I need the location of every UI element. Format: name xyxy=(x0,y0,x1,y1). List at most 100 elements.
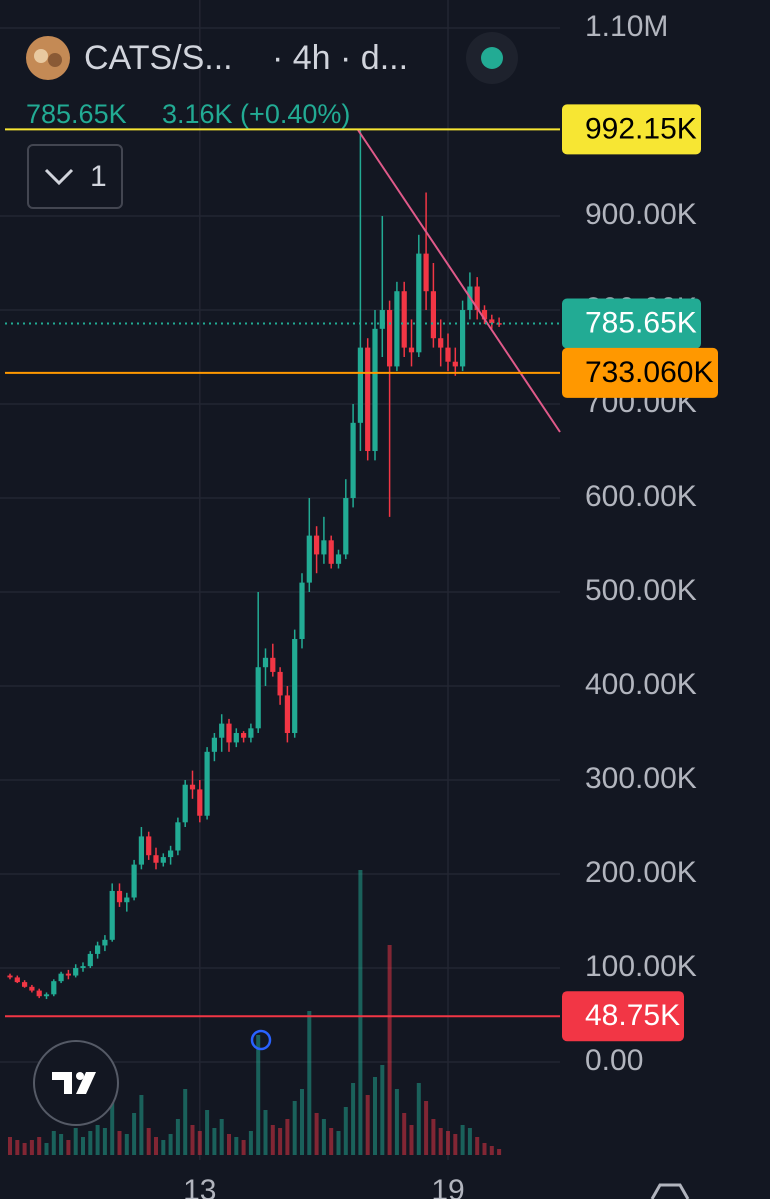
candle-body xyxy=(160,857,166,863)
indicator-toggle[interactable] xyxy=(27,144,123,209)
volume-bar xyxy=(124,1134,129,1155)
price-label: 48.75K xyxy=(585,999,680,1032)
volume-bar xyxy=(446,1131,450,1155)
volume-bar xyxy=(73,1128,78,1155)
volume-bar xyxy=(44,1143,49,1155)
candle-body xyxy=(452,361,458,367)
candle-body xyxy=(416,253,422,353)
volume-bar xyxy=(183,1089,188,1155)
candle-body xyxy=(131,864,137,898)
price-label: 733.060K xyxy=(585,356,713,389)
price-label: 992.15K xyxy=(585,112,697,145)
volume-bar xyxy=(351,1083,356,1155)
candle-body xyxy=(314,535,320,555)
volume-bar xyxy=(117,1131,122,1155)
volume-bar xyxy=(336,1131,341,1155)
candle-body xyxy=(116,890,123,903)
candle-body xyxy=(299,582,305,640)
volume-bar xyxy=(256,1035,261,1155)
x-tick-label: 13 xyxy=(183,1174,216,1199)
candle-body xyxy=(292,639,298,734)
candle-body xyxy=(51,981,57,995)
y-tick-label: 300.00K xyxy=(585,762,697,795)
settings-icon[interactable] xyxy=(650,1183,690,1199)
volume-bar xyxy=(51,1131,56,1155)
candle-body xyxy=(401,291,407,348)
volume-bar xyxy=(307,1011,312,1155)
candle-body xyxy=(58,973,64,982)
candle-body xyxy=(474,286,480,311)
candle-body xyxy=(233,733,239,743)
volume-bar xyxy=(438,1128,443,1155)
indicator-count: 1 xyxy=(90,160,107,193)
header: CATS/S... · 4h · d... 785.65K 3.16K (+0.… xyxy=(26,32,518,209)
candle-body xyxy=(328,540,334,564)
tv-logo xyxy=(33,1040,119,1126)
candle-body xyxy=(36,990,42,997)
candle-body xyxy=(423,253,429,292)
candle-body xyxy=(387,310,393,367)
candle-body xyxy=(394,291,400,367)
volume-bar xyxy=(59,1134,64,1155)
event-marker[interactable] xyxy=(250,1029,272,1051)
symbol[interactable]: CATS/S... xyxy=(84,39,233,77)
candle-body xyxy=(7,975,13,978)
candle-body xyxy=(343,498,349,555)
price-label-box xyxy=(562,991,684,1042)
volume-bar xyxy=(190,1125,195,1155)
y-tick-label: 900.00K xyxy=(585,198,697,231)
candle-body xyxy=(306,535,312,583)
volume-bar xyxy=(81,1137,85,1155)
candle-body xyxy=(321,540,327,555)
volume-bar xyxy=(29,1140,34,1155)
volume-bar xyxy=(110,1101,115,1155)
candle-body xyxy=(430,291,436,339)
candle-body xyxy=(262,657,269,668)
volume-bar xyxy=(88,1131,93,1155)
volume-bar xyxy=(197,1131,202,1155)
volume-bar xyxy=(380,1065,385,1155)
price-label-box xyxy=(562,347,718,398)
candle-body xyxy=(29,986,35,991)
candle-body xyxy=(109,890,115,940)
candle-body xyxy=(408,347,415,353)
volume-bar xyxy=(475,1137,480,1155)
volume-bar xyxy=(453,1134,458,1155)
volume-bar xyxy=(146,1128,151,1155)
volume-bar xyxy=(95,1125,100,1155)
last-price: 785.65K xyxy=(26,99,127,129)
volume-bar xyxy=(431,1119,436,1155)
candle-body xyxy=(182,784,188,823)
volume-bar xyxy=(227,1134,231,1155)
candle-body xyxy=(445,347,451,362)
candle-body xyxy=(219,723,225,738)
candle-body xyxy=(460,310,466,367)
volume-bar xyxy=(467,1128,472,1155)
price-change: 3.16K (+0.40%) xyxy=(162,99,350,129)
y-tick-label: 600.00K xyxy=(585,480,697,513)
volume-bar xyxy=(168,1134,173,1155)
avatar-detail xyxy=(48,53,62,67)
candle-body xyxy=(197,789,203,816)
volume-bar xyxy=(497,1149,502,1155)
volume-bar xyxy=(482,1143,487,1155)
volume-bar xyxy=(22,1143,27,1155)
volume-layer xyxy=(8,870,502,1155)
volume-bar xyxy=(15,1140,20,1155)
volume-bar xyxy=(132,1113,137,1155)
volume-bar xyxy=(424,1101,429,1155)
y-tick-label: 500.00K xyxy=(585,574,697,607)
volume-bar xyxy=(241,1140,246,1155)
interval[interactable]: · 4h · d... xyxy=(272,39,408,77)
volume-bar xyxy=(416,1083,421,1155)
status-dot xyxy=(481,47,503,69)
candle-body xyxy=(284,695,290,734)
candle-body xyxy=(270,657,276,672)
candle-body xyxy=(189,784,196,790)
candle-body xyxy=(379,310,385,329)
candle-body xyxy=(124,897,130,903)
candle-body xyxy=(438,338,444,348)
y-tick-label: 1.10M xyxy=(585,10,668,43)
candle-body xyxy=(65,973,71,976)
candle-body xyxy=(14,977,20,983)
